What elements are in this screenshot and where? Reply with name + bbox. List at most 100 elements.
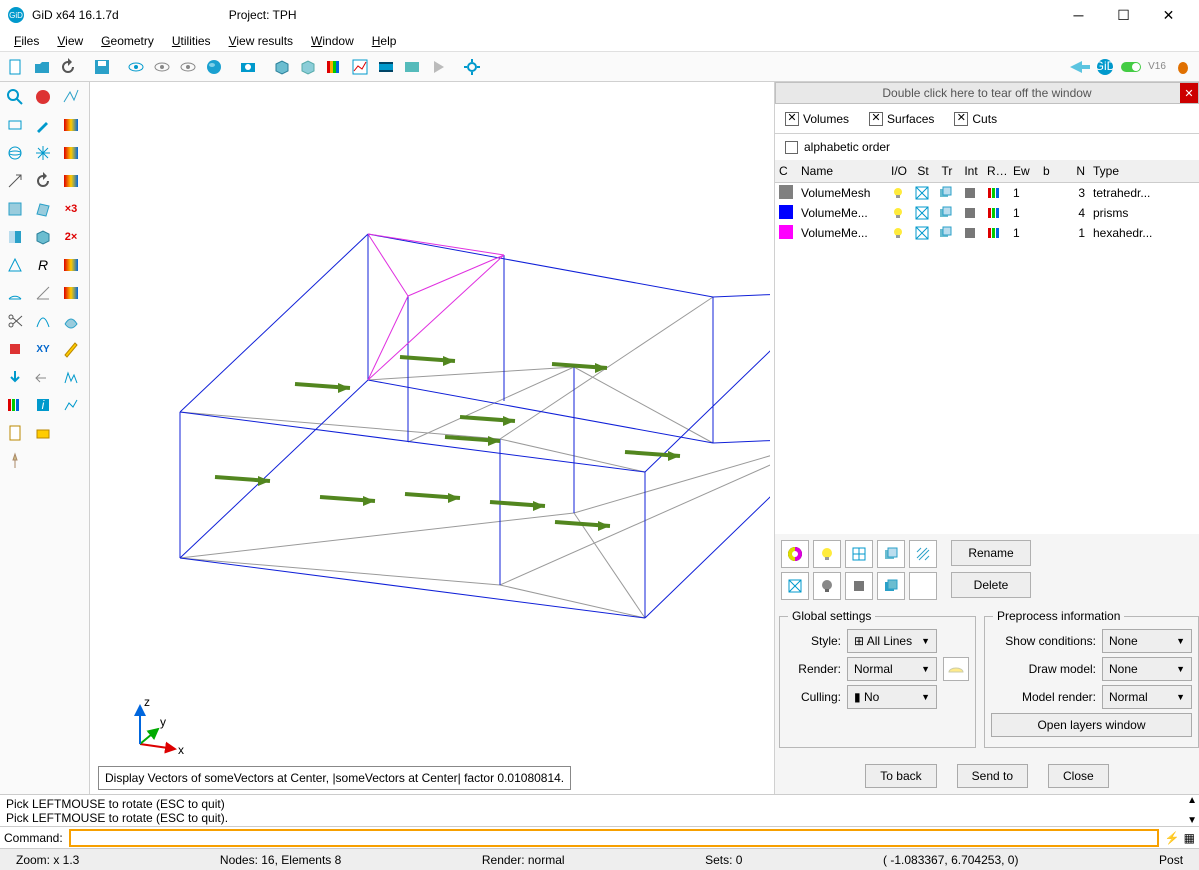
table-row[interactable]: VolumeMe...14prisms [775,203,1199,223]
table-row[interactable]: VolumeMe...11hexahedr... [775,223,1199,243]
log-scroll-up[interactable]: ▲ [1187,795,1197,806]
tool-red-icon[interactable] [2,336,28,362]
tool-xy-icon[interactable]: XY [30,336,56,362]
tool-pencil-icon[interactable] [30,112,56,138]
cube2-icon[interactable] [296,55,320,79]
tool-quad-icon[interactable] [30,196,56,222]
layers2-icon[interactable] [877,572,905,600]
bulb-off-icon[interactable] [813,572,841,600]
send-to-button[interactable]: Send to [957,764,1028,788]
to-back-button[interactable]: To back [865,764,936,788]
open-icon[interactable] [30,55,54,79]
tool-angle-icon[interactable] [30,280,56,306]
tearoff-bar[interactable]: Double click here to tear off the window… [775,82,1199,104]
tool-grad4-icon[interactable] [58,252,84,278]
tab-cuts[interactable]: ✕Cuts [954,112,997,126]
tool-grad1-icon[interactable] [58,112,84,138]
refresh-icon[interactable] [56,55,80,79]
tool-cube-icon[interactable] [30,224,56,250]
grid-icon[interactable] [845,540,873,568]
tool-pen-icon[interactable] [58,336,84,362]
lightning-icon[interactable]: ⚡ [1165,831,1180,845]
alphabetic-checkbox[interactable]: alphabetic order [775,134,1199,160]
tool-bars-icon[interactable] [2,392,28,418]
command-input[interactable] [69,829,1159,847]
tab-volumes[interactable]: ✕Volumes [785,112,849,126]
sphere-icon[interactable] [202,55,226,79]
tool-search-icon[interactable] [2,84,28,110]
delete-button[interactable]: Delete [951,572,1031,598]
tool-page-icon[interactable] [2,420,28,446]
tool-arrow-icon[interactable] [2,168,28,194]
tool-circle-icon[interactable] [30,84,56,110]
blank-icon[interactable] [909,572,937,600]
rename-button[interactable]: Rename [951,540,1031,566]
film1-icon[interactable] [374,55,398,79]
grid-end-icon[interactable]: ▦ [1184,831,1195,845]
tool-surf-icon[interactable] [58,308,84,334]
tool-rect-icon[interactable] [2,112,28,138]
style-dropdown[interactable]: ⊞ All Lines▼ [847,629,937,653]
tool-undo-icon[interactable] [30,364,56,390]
tool-contour-icon[interactable] [58,364,84,390]
eye2-icon[interactable] [150,55,174,79]
menu-utilities[interactable]: Utilities [164,32,219,50]
minimize-button[interactable]: ─ [1056,0,1101,30]
viewport[interactable]: x y z Display Vectors of someVectors at … [90,82,774,794]
gear-icon[interactable] [460,55,484,79]
show-conditions-dropdown[interactable]: None▼ [1102,629,1192,653]
maximize-button[interactable]: ☐ [1101,0,1146,30]
solid-icon[interactable] [845,572,873,600]
play-icon[interactable] [426,55,450,79]
tool-r-icon[interactable]: R [30,252,56,278]
bulb-on-icon[interactable] [813,540,841,568]
tool-box1-icon[interactable] [2,196,28,222]
rainbow-icon[interactable] [322,55,346,79]
tool-scissors-icon[interactable] [2,308,28,334]
menu-view[interactable]: View [49,32,91,50]
menu-files[interactable]: Files [6,32,47,50]
wire-box-icon[interactable] [781,572,809,600]
tool-grad5-icon[interactable] [58,280,84,306]
tool-spark-icon[interactable] [30,140,56,166]
tool-info-icon[interactable]: i [30,392,56,418]
graph-icon[interactable] [348,55,372,79]
tool-x3-icon[interactable]: ×3 [58,196,84,222]
tool-curve-icon[interactable] [30,308,56,334]
tool-protractor-icon[interactable] [2,280,28,306]
draw-model-dropdown[interactable]: None▼ [1102,657,1192,681]
bug-icon[interactable] [1171,55,1195,79]
menu-view-results[interactable]: View results [221,32,301,50]
tool-grad3-icon[interactable] [58,168,84,194]
toggle-icon[interactable] [1119,55,1143,79]
arrow-icon[interactable] [1067,55,1091,79]
log-scroll-down[interactable]: ▼ [1187,815,1197,826]
tab-surfaces[interactable]: ✕Surfaces [869,112,934,126]
cube1-icon[interactable] [270,55,294,79]
new-icon[interactable] [4,55,28,79]
layers1-icon[interactable] [877,540,905,568]
tool-orbit-icon[interactable] [2,140,28,166]
panel-close-icon[interactable]: ✕ [1180,83,1198,103]
film2-icon[interactable] [400,55,424,79]
tool-tri-icon[interactable] [2,252,28,278]
eye1-icon[interactable] [124,55,148,79]
tool-2x-icon[interactable]: 2× [58,224,84,250]
tool-pin-icon[interactable] [2,448,28,474]
eye3-icon[interactable] [176,55,200,79]
light-icon[interactable] [943,657,969,681]
close-button[interactable]: ✕ [1146,0,1191,30]
menu-help[interactable]: Help [364,32,405,50]
tool-half-icon[interactable] [2,224,28,250]
close-panel-button[interactable]: Close [1048,764,1109,788]
save-icon[interactable] [90,55,114,79]
hatch-icon[interactable] [909,540,937,568]
menu-window[interactable]: Window [303,32,362,50]
tool-grad2-icon[interactable] [58,140,84,166]
menu-geometry[interactable]: Geometry [93,32,162,50]
culling-dropdown[interactable]: ▮ No▼ [847,685,937,709]
tool-down-icon[interactable] [2,364,28,390]
open-layers-button[interactable]: Open layers window [991,713,1192,737]
model-render-dropdown[interactable]: Normal▼ [1102,685,1192,709]
tool-graph2-icon[interactable] [58,392,84,418]
